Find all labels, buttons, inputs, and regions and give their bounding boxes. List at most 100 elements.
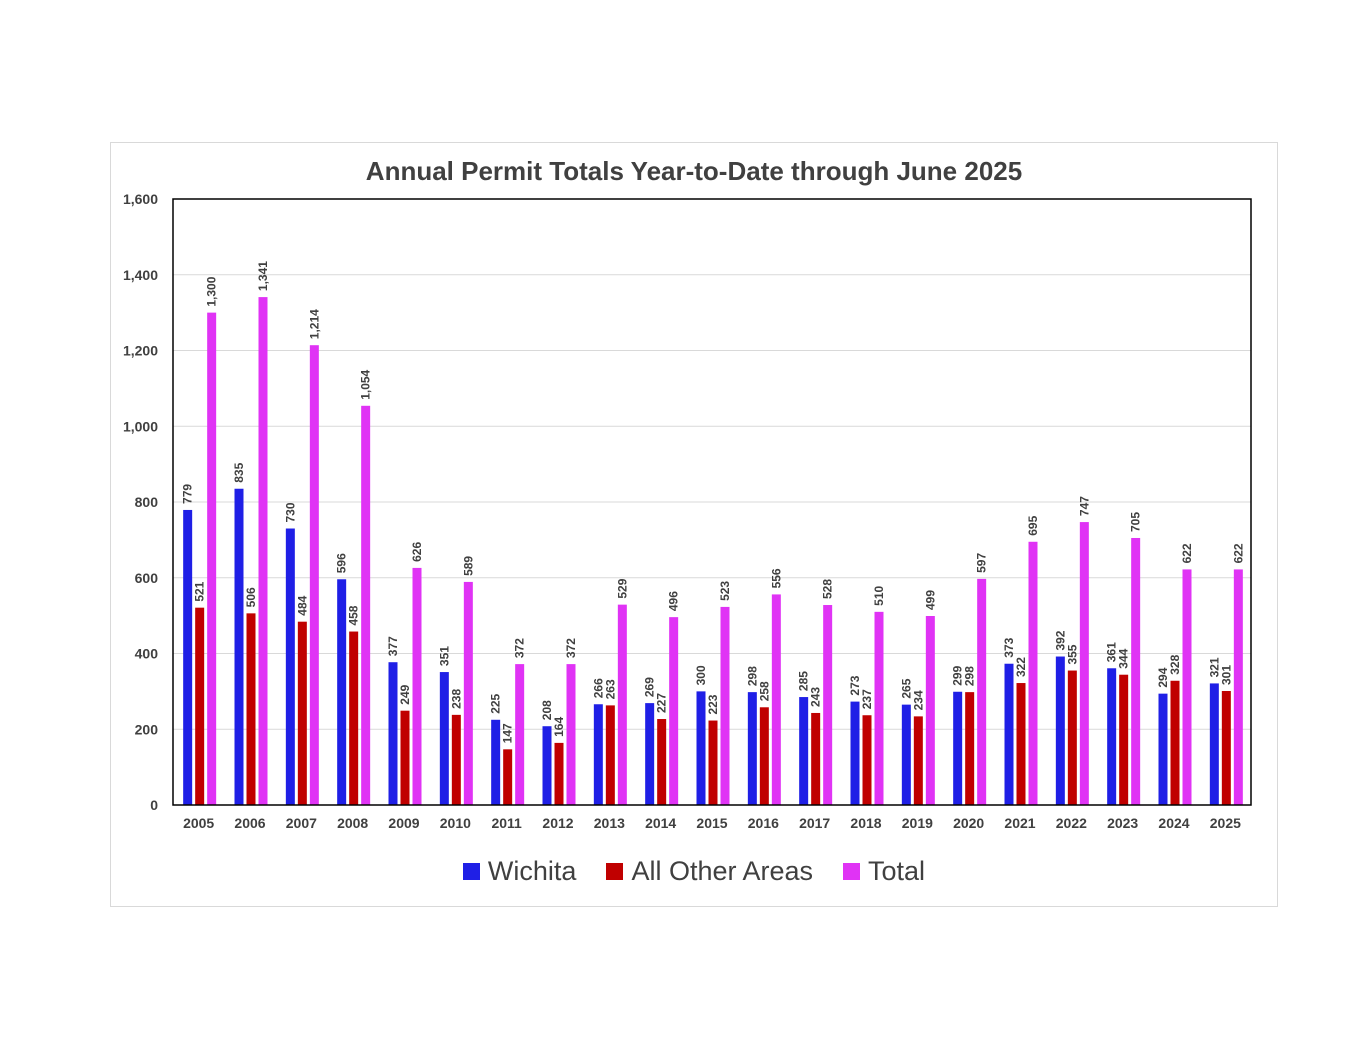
bar-all-other-areas <box>965 692 975 805</box>
bar-wichita <box>747 692 757 805</box>
legend-swatch-total <box>843 863 861 880</box>
bar-total <box>361 405 371 805</box>
x-tick-label: 2016 <box>748 815 779 831</box>
data-label: 208 <box>540 700 554 720</box>
y-tick-label: 1,400 <box>123 267 158 283</box>
bar-wichita <box>234 488 244 805</box>
data-label: 266 <box>591 678 605 698</box>
bar-wichita <box>542 726 552 805</box>
bar-wichita <box>337 579 347 805</box>
data-label: 372 <box>564 638 578 658</box>
data-label: 499 <box>923 590 937 610</box>
legend-label-total: Total <box>868 856 926 886</box>
y-tick-label: 200 <box>135 721 159 737</box>
bar-total <box>309 345 319 805</box>
data-label: 237 <box>860 689 874 709</box>
bar-total <box>1028 541 1038 805</box>
bar-total <box>1233 569 1243 805</box>
x-tick-label: 2013 <box>594 815 625 831</box>
x-tick-label: 2022 <box>1056 815 1087 831</box>
data-label: 227 <box>655 693 669 713</box>
x-tick-label: 2014 <box>645 815 676 831</box>
data-label: 238 <box>449 689 463 709</box>
plot-border <box>172 198 1252 806</box>
bar-wichita <box>388 662 398 805</box>
data-label: 321 <box>1207 657 1221 677</box>
bar-all-other-areas <box>708 720 718 805</box>
bar-total <box>566 664 576 805</box>
legend-swatch-all-other-areas <box>606 863 624 880</box>
data-label: 496 <box>667 591 681 611</box>
y-tick-label: 0 <box>150 797 158 813</box>
x-tick-label: 2019 <box>902 815 933 831</box>
data-label: 626 <box>410 542 424 562</box>
bar-wichita <box>491 719 501 805</box>
bar-wichita <box>850 701 860 805</box>
bar-total <box>1079 522 1089 805</box>
data-label: 1,214 <box>307 309 321 339</box>
data-label: 299 <box>951 665 965 685</box>
data-label: 521 <box>193 581 207 601</box>
data-label: 294 <box>1156 667 1170 687</box>
bar-total <box>925 616 935 805</box>
data-label: 523 <box>718 581 732 601</box>
y-tick-label: 1,000 <box>123 418 158 434</box>
x-tick-label: 2006 <box>234 815 265 831</box>
data-label: 258 <box>757 681 771 701</box>
bar-total <box>412 567 422 805</box>
bar-total <box>823 605 833 805</box>
legend-item-all-other-areas: All Other Areas <box>606 856 813 887</box>
bar-wichita <box>799 697 809 805</box>
bar-all-other-areas <box>657 719 667 805</box>
data-label: 344 <box>1117 648 1131 668</box>
legend-item-wichita: Wichita <box>462 856 577 887</box>
x-tick-label: 2010 <box>440 815 471 831</box>
y-tick-label: 800 <box>135 494 159 510</box>
bar-wichita <box>1107 668 1117 805</box>
x-tick-label: 2008 <box>337 815 368 831</box>
bar-total <box>515 664 525 805</box>
data-label: 328 <box>1168 654 1182 674</box>
data-label: 484 <box>295 595 309 615</box>
bar-total <box>874 611 884 805</box>
data-label: 164 <box>552 717 566 737</box>
data-label: 298 <box>745 666 759 686</box>
data-label: 243 <box>809 687 823 707</box>
data-label: 596 <box>335 553 349 573</box>
data-label: 506 <box>244 587 258 607</box>
bar-all-other-areas <box>195 607 205 805</box>
bar-total <box>207 312 217 805</box>
bar-all-other-areas <box>349 631 359 805</box>
data-label: 300 <box>694 665 708 685</box>
bar-wichita <box>1055 656 1065 805</box>
data-label: 392 <box>1053 630 1067 650</box>
legend-label-all-other-areas: All Other Areas <box>631 856 814 886</box>
chart-legend: Wichita All Other Areas Total <box>0 856 1363 887</box>
bar-total <box>720 606 730 805</box>
x-tick-label: 2007 <box>286 815 317 831</box>
y-tick-label: 1,600 <box>123 191 158 207</box>
legend-label-wichita: Wichita <box>487 856 577 886</box>
legend-swatch-wichita <box>462 863 480 880</box>
x-tick-label: 2021 <box>1004 815 1035 831</box>
x-tick-label: 2011 <box>491 815 522 831</box>
x-tick-label: 2025 <box>1210 815 1241 831</box>
x-tick-label: 2015 <box>696 815 727 831</box>
x-tick-label: 2005 <box>183 815 214 831</box>
data-label: 528 <box>821 579 835 599</box>
bar-all-other-areas <box>1170 680 1180 805</box>
data-label: 622 <box>1180 543 1194 563</box>
bar-total <box>1182 569 1192 805</box>
data-label: 622 <box>1231 543 1245 563</box>
bar-total <box>977 578 987 805</box>
bar-all-other-areas <box>759 707 769 805</box>
data-label: 355 <box>1065 644 1079 664</box>
data-label: 1,300 <box>205 276 219 306</box>
x-tick-label: 2023 <box>1107 815 1138 831</box>
bar-all-other-areas <box>862 715 872 805</box>
legend-item-total: Total <box>843 856 925 887</box>
bar-wichita <box>901 704 911 805</box>
x-tick-label: 2017 <box>799 815 830 831</box>
data-label: 249 <box>398 684 412 704</box>
